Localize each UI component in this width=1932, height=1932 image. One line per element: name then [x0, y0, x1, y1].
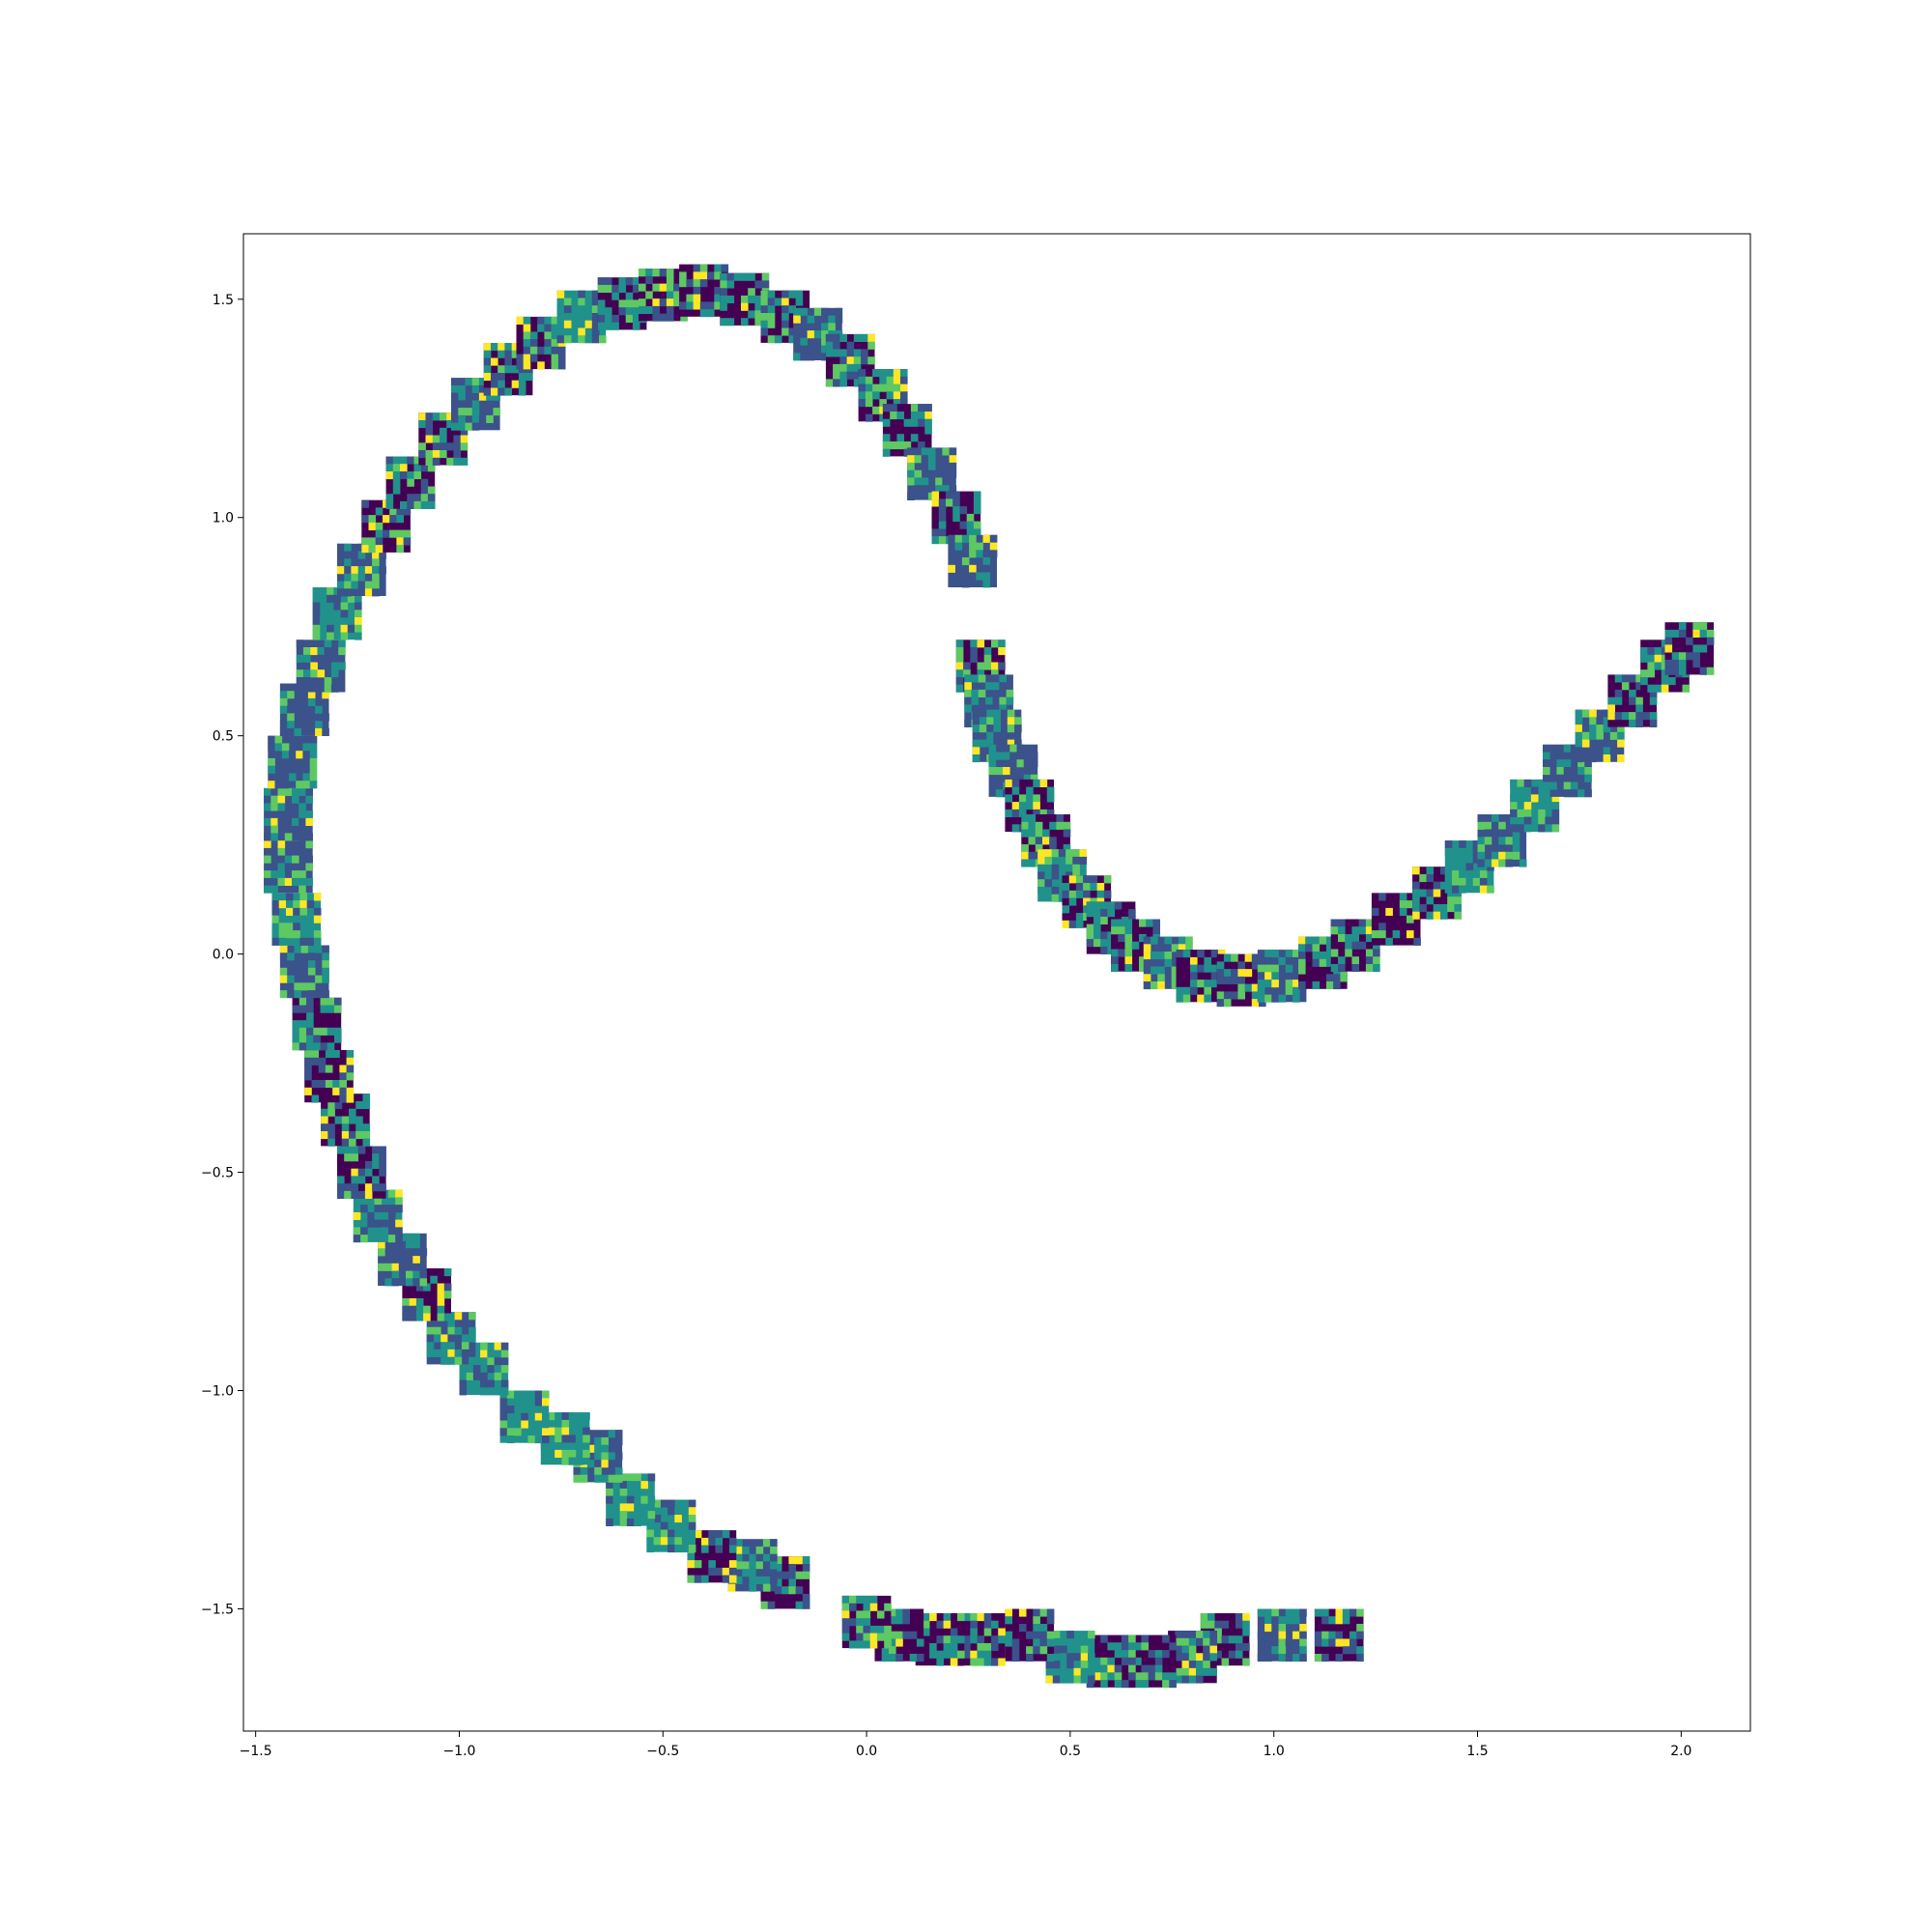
data-point	[646, 1499, 696, 1553]
data-point	[597, 277, 647, 330]
y-axis: 1.5 1.0 0.5 0.0 −0.5 −1.0 −1.5	[201, 293, 243, 1617]
x-tick-label: 1.5	[1466, 1744, 1488, 1759]
data-point	[687, 1530, 737, 1583]
y-tick-label: 1.5	[213, 293, 234, 308]
data-point	[304, 1050, 355, 1103]
y-tick-label: 0.0	[213, 948, 234, 963]
y-tick-label: −1.5	[201, 1602, 234, 1617]
x-tick-label: −1.5	[240, 1744, 272, 1759]
data-point	[499, 1390, 550, 1444]
y-tick-label: −1.0	[201, 1384, 234, 1400]
data-point	[948, 534, 998, 588]
y-tick-label: 0.5	[213, 729, 234, 745]
data-point	[296, 639, 346, 693]
data-point	[882, 404, 932, 457]
data-point	[268, 735, 318, 789]
data-point	[1444, 840, 1494, 894]
data-point	[279, 945, 329, 999]
data-point	[271, 893, 322, 946]
y-tick-label: −0.5	[201, 1166, 234, 1181]
data-point	[1168, 1631, 1217, 1684]
x-tick-label: 0.0	[856, 1744, 877, 1759]
x-tick-label: 0.5	[1060, 1744, 1081, 1759]
x-tick-label: 1.0	[1264, 1744, 1285, 1759]
data-point	[841, 1595, 892, 1649]
data-point	[1664, 622, 1715, 675]
y-tick-label: 1.0	[213, 511, 234, 526]
data-point	[292, 997, 342, 1051]
data-marks	[264, 264, 1715, 1689]
data-point	[264, 787, 313, 841]
x-tick-label: −1.0	[442, 1744, 475, 1759]
x-tick-label: −0.5	[646, 1744, 679, 1759]
data-point	[825, 333, 875, 387]
data-point	[1330, 919, 1380, 973]
x-axis: −1.5 −1.0 −0.5 0.0 0.5 1.0 1.5 2.0	[240, 1731, 1691, 1759]
data-point	[1257, 1608, 1307, 1662]
data-point	[353, 1189, 403, 1243]
data-point	[516, 316, 566, 370]
x-tick-label: 2.0	[1670, 1744, 1691, 1759]
data-point	[264, 840, 313, 894]
data-point	[451, 378, 500, 431]
data-point	[1005, 1608, 1055, 1662]
plot-area-frame	[242, 233, 1751, 1732]
data-point	[1314, 1608, 1364, 1662]
data-point	[1607, 674, 1658, 727]
data-point	[337, 1146, 386, 1199]
